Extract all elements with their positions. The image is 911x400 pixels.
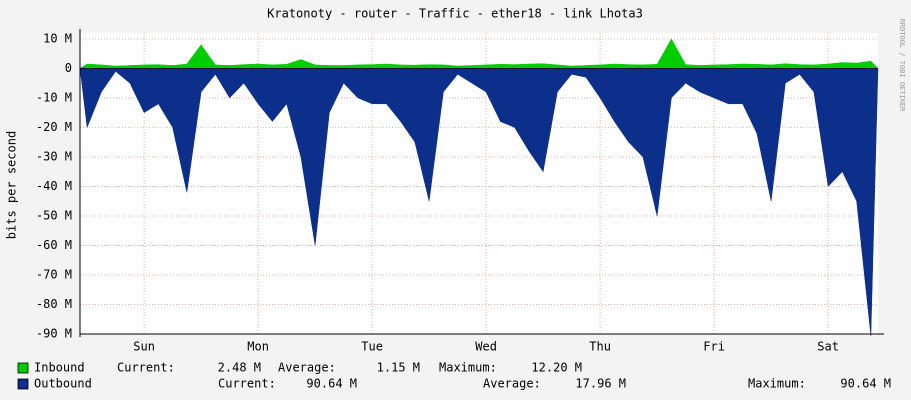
y-tick-label: -30 M <box>36 149 72 163</box>
chart-title: Kratonoty - router - Traffic - ether18 -… <box>267 7 643 21</box>
x-tick-label: Wed <box>475 340 497 354</box>
watermark: RRDTOOL / TOBI OETIKER <box>898 19 906 113</box>
legend-stat-label: Average: <box>483 377 541 391</box>
y-tick-label: -50 M <box>36 208 72 222</box>
legend-stat-label: Average: <box>278 361 336 375</box>
y-tick-label: -20 M <box>36 120 72 134</box>
y-axis-label: bits per second <box>5 131 19 239</box>
legend-swatch <box>17 378 29 390</box>
y-tick-label: -40 M <box>36 179 72 193</box>
area <box>79 68 879 336</box>
y-tick-label: -80 M <box>36 297 72 311</box>
legend-stat-value: 12.20 M <box>531 361 582 375</box>
x-tick-label: Tue <box>361 340 383 354</box>
y-tick-label: -70 M <box>36 267 72 281</box>
y-tick-label: -10 M <box>36 90 72 104</box>
legend-stat-value: 90.64 M <box>306 377 357 391</box>
legend-stat-value: 17.96 M <box>575 377 626 391</box>
y-tick-label: -60 M <box>36 238 72 252</box>
legend-stat-value: 1.15 M <box>377 361 420 375</box>
x-tick-label: Thu <box>589 340 611 354</box>
y-tick-label: 10 M <box>43 31 72 45</box>
legend-stat-value: 2.48 M <box>218 361 261 375</box>
x-tick-label: Mon <box>247 340 269 354</box>
legend-stat-label: Maximum: <box>748 377 806 391</box>
legend-label: Inbound <box>34 361 85 375</box>
legend-stat-value: 90.64 M <box>840 377 891 391</box>
legend-label: Outbound <box>34 377 92 391</box>
x-tick-label: Sun <box>133 340 155 354</box>
x-tick-label: Fri <box>703 340 725 354</box>
x-tick-label: Sat <box>817 340 839 354</box>
legend-stat-label: Current: <box>218 377 276 391</box>
y-tick-label: -90 M <box>36 327 72 341</box>
y-tick-label: 0 <box>65 61 72 75</box>
legend-stat-label: Current: <box>117 361 175 375</box>
legend-stat-label: Maximum: <box>439 361 497 375</box>
area <box>79 38 879 69</box>
legend-swatch <box>17 362 29 374</box>
